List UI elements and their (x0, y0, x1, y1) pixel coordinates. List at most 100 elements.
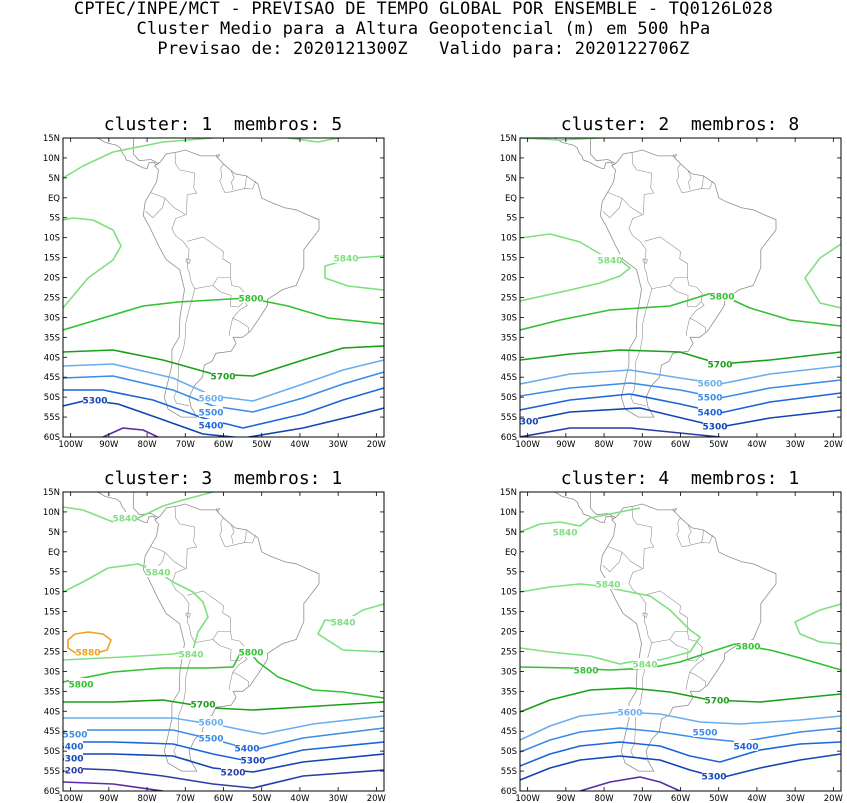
contour-line (579, 776, 681, 791)
lat-tick-label: 50S (44, 393, 60, 403)
contour-label: 5500 (198, 409, 223, 419)
lon-tick-label: 80W (594, 794, 614, 803)
contour-line (520, 392, 841, 414)
lon-tick-label: 70W (176, 440, 196, 450)
lat-tick-label: 60S (44, 433, 60, 443)
country-border (644, 236, 688, 290)
country-border (244, 175, 247, 189)
lon-tick-label: 80W (594, 440, 614, 450)
contour-line (520, 687, 841, 713)
map-frame (519, 137, 842, 438)
lat-tick-label: 5S (49, 568, 60, 578)
map-panel-4: 5840 5840 5840 5800 5800 5700 5600 5500 5400 5300… (500, 473, 844, 803)
contour-line (317, 603, 384, 653)
contour-label: 5840 (595, 581, 620, 591)
contour-line (520, 233, 631, 302)
lat-tick-label: 25S (44, 293, 60, 303)
country-border (187, 590, 231, 644)
lon-tick-label: 70W (176, 794, 196, 803)
central-america-coastline (96, 492, 160, 524)
country-border (171, 568, 190, 626)
contour-label: 5800 (238, 649, 263, 659)
lon-tick-label: 30W (786, 440, 806, 450)
country-border (669, 631, 703, 662)
south-america-coastline (599, 503, 777, 772)
country-border (171, 214, 190, 272)
contour-label: 5400 (234, 745, 259, 755)
contour-label: 5840 (333, 255, 358, 265)
lat-tick-label: 25S (501, 647, 517, 657)
lat-tick-label: 30S (501, 313, 517, 323)
country-border (229, 318, 233, 336)
contour-label: 5300 (513, 418, 538, 428)
contour-line (520, 741, 841, 767)
lat-tick-label: 20S (44, 628, 60, 638)
contour-label: 5840 (552, 529, 577, 539)
lat-tick-label: 40S (501, 353, 517, 363)
lon-tick-label: 20W (824, 440, 844, 450)
lat-tick-label: 40S (501, 707, 517, 717)
lat-tick-label: 10N (500, 508, 517, 518)
lat-tick-label: 35S (44, 687, 60, 697)
island-outline (625, 473, 648, 481)
island-outline (128, 106, 169, 118)
lat-tick-label: 15N (500, 488, 517, 498)
lat-tick-label: EQ (48, 194, 60, 204)
central-america-coastline (553, 492, 617, 524)
contour-label: 5800 (735, 643, 760, 653)
country-border (630, 288, 653, 407)
country-border (232, 301, 248, 319)
contour-label: 5600 (198, 719, 223, 729)
country-border (607, 546, 643, 569)
island-outline (153, 478, 161, 480)
country-border (230, 524, 235, 544)
map-panel-3: 5840 5840 5840 5880 5840 5800 5800 5700 5600 5500… (43, 478, 387, 803)
lat-tick-label: 5N (48, 174, 60, 184)
contour-label: 5840 (178, 651, 203, 661)
island-outline (153, 124, 161, 126)
lat-tick-label: 20S (501, 274, 517, 284)
lon-tick-label: 60W (671, 794, 691, 803)
lat-tick-label: 45S (501, 373, 517, 383)
country-border (150, 192, 186, 215)
country-border (602, 198, 623, 219)
lake-outline (185, 258, 192, 265)
contour-line (520, 643, 841, 671)
lat-tick-label: 40S (44, 353, 60, 363)
island-outline (215, 154, 221, 159)
lat-tick-label: 60S (501, 787, 517, 797)
lat-tick-label: 45S (44, 373, 60, 383)
lat-tick-label: 15S (44, 608, 60, 618)
contour-label: 5800 (68, 681, 93, 691)
contour-line (287, 138, 339, 143)
lat-tick-label: 60S (501, 433, 517, 443)
map-panel-2: 5840 5800 5700 5600 5500 5400 5300 5300 15N 10N 5N… (500, 134, 844, 450)
lon-tick-label: 100W (58, 794, 83, 803)
contour-line (520, 291, 841, 331)
contour-label: 5700 (707, 361, 732, 371)
country-border (150, 546, 186, 569)
lon-tick-label: 20W (367, 794, 387, 803)
lat-tick-label: 5N (505, 528, 517, 538)
contour-label: 5800 (238, 295, 263, 305)
lat-tick-label: 15N (43, 134, 60, 144)
contour-label: 5840 (145, 569, 170, 579)
south-america-coastline (599, 149, 777, 418)
country-border (607, 192, 643, 215)
lon-tick-label: 40W (290, 440, 310, 450)
country-border (174, 151, 198, 215)
contour-line (63, 399, 384, 437)
contour-label: 5400 (733, 743, 758, 753)
country-border (687, 170, 692, 190)
contour-label: 5300 (701, 773, 726, 783)
contour-line (63, 781, 164, 791)
contour-line (520, 753, 841, 781)
contour-label: 5700 (704, 697, 729, 707)
lat-tick-label: 5S (506, 214, 517, 224)
lat-tick-label: 5N (505, 174, 517, 184)
lake-outline (642, 612, 649, 619)
contour-label: 5840 (632, 661, 657, 671)
contour-label: 5700 (190, 701, 215, 711)
lon-tick-label: 30W (329, 794, 349, 803)
